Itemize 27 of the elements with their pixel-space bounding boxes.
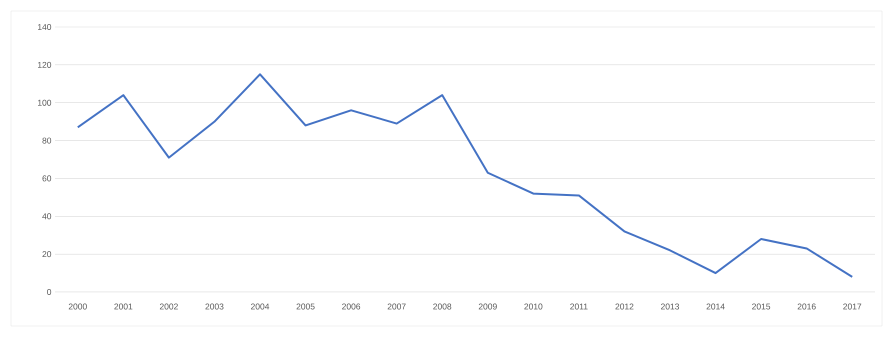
x-tick-label: 2005: [296, 304, 315, 310]
y-tick-label: 40: [42, 213, 52, 220]
y-tick-label: 100: [38, 100, 52, 106]
x-tick-label: 2011: [570, 304, 588, 310]
x-tick-label: 2006: [342, 304, 360, 310]
x-tick-label: 2013: [661, 304, 680, 310]
x-tick-label: 2016: [798, 304, 816, 310]
x-tick-label: 2007: [388, 304, 406, 310]
y-tick-label: 120: [38, 62, 52, 68]
y-tick-label: 0: [47, 289, 52, 295]
x-tick-label: 2003: [205, 304, 224, 310]
x-tick-label: 2000: [68, 304, 87, 310]
x-tick-label: 2008: [433, 304, 452, 310]
y-tick-label: 80: [42, 138, 52, 144]
x-tick-label: 2017: [843, 304, 862, 310]
x-tick-label: 2014: [706, 304, 725, 310]
y-tick-label: 20: [42, 251, 52, 258]
x-tick-label: 2009: [478, 304, 497, 310]
x-tick-label: 2012: [615, 304, 634, 310]
y-tick-label: 60: [42, 175, 52, 182]
x-tick-label: 2010: [524, 304, 542, 310]
y-tick-label: 140: [38, 24, 52, 30]
line-series: [76, 73, 854, 278]
x-tick-label: 2002: [160, 304, 178, 310]
x-tick-label: 2015: [752, 304, 770, 310]
x-tick-label: 2004: [251, 304, 270, 310]
x-tick-label: 2001: [114, 304, 132, 310]
